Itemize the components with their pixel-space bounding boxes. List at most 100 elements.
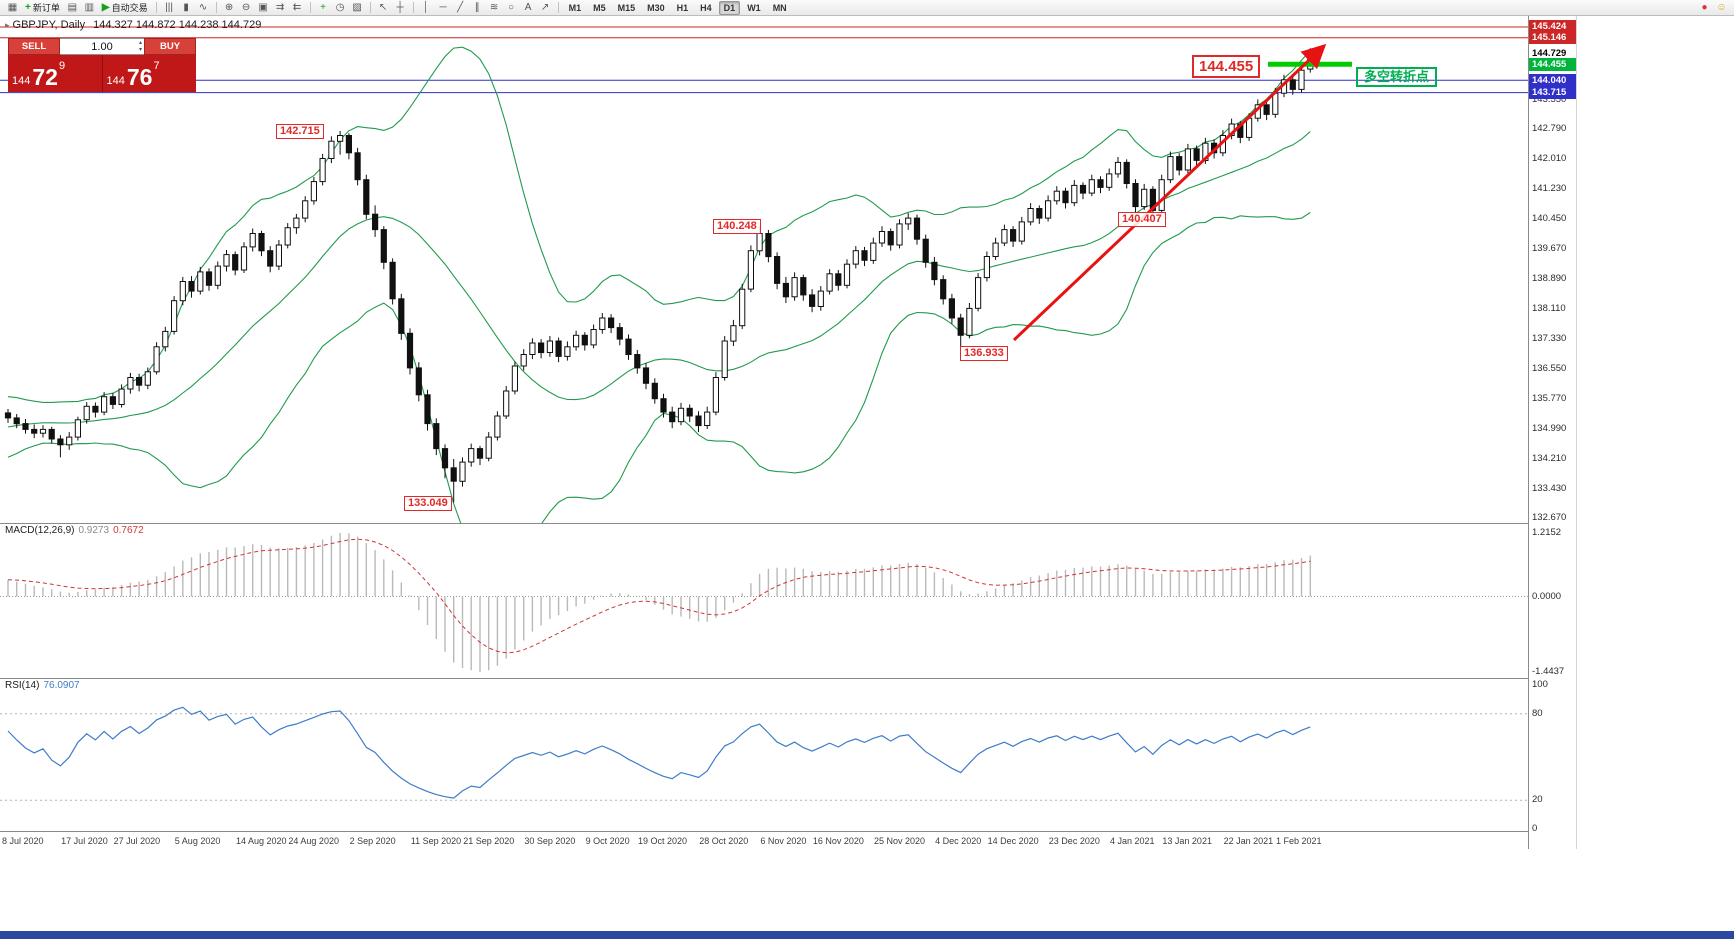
candle-body [983, 256, 990, 279]
price-chart[interactable] [0, 16, 1528, 523]
date-label: 8 Jul 2020 [2, 836, 44, 846]
candle-body [1141, 188, 1148, 208]
timeframe-m1[interactable]: M1 [568, 2, 582, 13]
candlestick-chart-icon[interactable]: ▮ [183, 1, 189, 13]
autotrading-button-label: 自动交易 [111, 3, 148, 13]
candle-body [372, 213, 379, 231]
new-chart-icon[interactable]: ▦ [7, 1, 18, 13]
cursor-icon[interactable]: ↖ [378, 1, 388, 13]
volume-input[interactable]: 1.00 ▴ ▾ [60, 38, 144, 55]
arrows-icon[interactable]: ↗ [540, 1, 550, 13]
candle-body [922, 238, 929, 263]
chart-title: ▸ GBPJPY, Daily 144.327 144.872 144.238 14… [5, 19, 261, 31]
smiley-icon[interactable]: ☺ [1716, 1, 1727, 13]
macd-panel[interactable] [0, 523, 1528, 678]
current-price-label: 144.729 [1532, 47, 1567, 59]
candle-body [109, 396, 117, 405]
crosshair-icon[interactable]: ┼ [396, 1, 404, 13]
line-chart-icon[interactable]: ∿ [198, 1, 208, 13]
candle-body [677, 407, 685, 423]
price-marker-144.455: 144.455 [1529, 57, 1576, 71]
candle-body [931, 261, 938, 281]
trendline-icon[interactable]: ╱ [457, 1, 464, 13]
objects-caret-icon[interactable]: ▸ [5, 20, 10, 30]
price-marker-145.424: 145.424 [1529, 20, 1576, 34]
date-label: 19 Oct 2020 [638, 836, 688, 846]
tile-windows-icon[interactable]: ▣ [258, 1, 268, 13]
candle-body [1027, 208, 1034, 223]
macd-label: MACD(12,26,9) 0.9273 0.7672 [5, 525, 148, 536]
candle-body [826, 273, 833, 292]
candle-body [1193, 148, 1200, 161]
periods-icon[interactable]: ◷ [335, 1, 345, 13]
indicators-icon[interactable]: + [320, 1, 326, 13]
chart-list-icon[interactable]: ▤ [67, 1, 78, 13]
candle-body [1246, 117, 1253, 138]
trend-arrow[interactable] [1012, 43, 1327, 342]
candle-body [1114, 161, 1122, 175]
timeframe-m15[interactable]: M15 [617, 2, 636, 13]
candle-body [782, 282, 789, 298]
candle-body [92, 405, 99, 413]
bollinger-middle-band [7, 131, 1311, 428]
candle-body [905, 217, 912, 225]
timeframe-h4[interactable]: H4 [700, 2, 712, 13]
price-tick-label: 137.330 [1532, 332, 1567, 344]
timeframe-w1[interactable]: W1 [747, 2, 761, 13]
candle-body [1018, 221, 1025, 242]
data-window-icon[interactable]: ▥ [84, 1, 95, 13]
auto-scroll-icon[interactable]: ⇉ [275, 1, 285, 13]
volume-down-icon[interactable]: ▾ [138, 47, 142, 53]
candle-body [284, 227, 291, 246]
candle-body [511, 365, 518, 392]
chart-window: 8 Jul 2020 17 Jul 2020 27 Jul 2020 5 Aug 20… [0, 16, 1734, 931]
channel-icon[interactable]: ∥ [474, 1, 480, 13]
candle-body [162, 330, 169, 348]
candle-body [791, 277, 798, 298]
candle-body [669, 411, 676, 423]
timeframe-m30[interactable]: M30 [647, 2, 665, 13]
buy-button[interactable]: BUY [144, 38, 196, 55]
candle-body [809, 294, 816, 307]
candle-body [13, 417, 20, 425]
toolbar-separator [215, 2, 217, 13]
timeframe-h1[interactable]: H1 [676, 2, 689, 13]
new-order-button[interactable]: + 新订单 [22, 1, 63, 14]
zoom-out-icon[interactable]: ⊖ [241, 1, 251, 13]
volume-steppers[interactable]: ▴ ▾ [139, 40, 142, 54]
horizontal-line-icon[interactable]: ─ [439, 1, 447, 13]
candle-body [31, 428, 38, 434]
toolbar-separator [557, 2, 559, 13]
candle-body [1132, 183, 1139, 208]
timeframe-mn[interactable]: MN [772, 2, 787, 13]
candle-body [293, 217, 300, 229]
candle-body [127, 377, 134, 390]
volume-up-icon[interactable]: ▴ [138, 40, 142, 46]
rsi-panel[interactable] [0, 678, 1528, 831]
candle-body [188, 281, 195, 292]
candle-body [765, 233, 772, 258]
new-order-button-icon: + [25, 2, 31, 13]
bar-chart-icon[interactable]: ||| [165, 1, 173, 13]
candle-body [48, 428, 55, 440]
zoom-in-icon[interactable]: ⊕ [224, 1, 234, 13]
candle-body [450, 467, 457, 482]
record-icon[interactable]: ● [1701, 1, 1708, 13]
price-tick-label: 132.670 [1532, 511, 1567, 523]
timeframe-d1[interactable]: D1 [718, 0, 741, 15]
sell-button[interactable]: SELL [8, 38, 60, 55]
candle-body [1289, 79, 1296, 90]
candle-body [1053, 190, 1060, 202]
templates-icon[interactable]: ▧ [352, 1, 362, 13]
vertical-line-icon[interactable]: │ [422, 1, 430, 13]
text-icon[interactable]: A [524, 1, 532, 13]
price-tick-label: 138.110 [1532, 302, 1566, 314]
shapes-icon[interactable]: ○ [508, 1, 515, 13]
timeframe-m5[interactable]: M5 [593, 2, 606, 13]
candle-body [1158, 179, 1165, 211]
autotrading-button[interactable]: ▶ 自动交易 [99, 1, 151, 14]
candle-body [529, 342, 536, 355]
fibonacci-icon[interactable]: ≋ [489, 1, 499, 13]
chart-shift-icon[interactable]: ⇇ [292, 1, 302, 13]
date-label: 5 Aug 2020 [174, 836, 221, 846]
